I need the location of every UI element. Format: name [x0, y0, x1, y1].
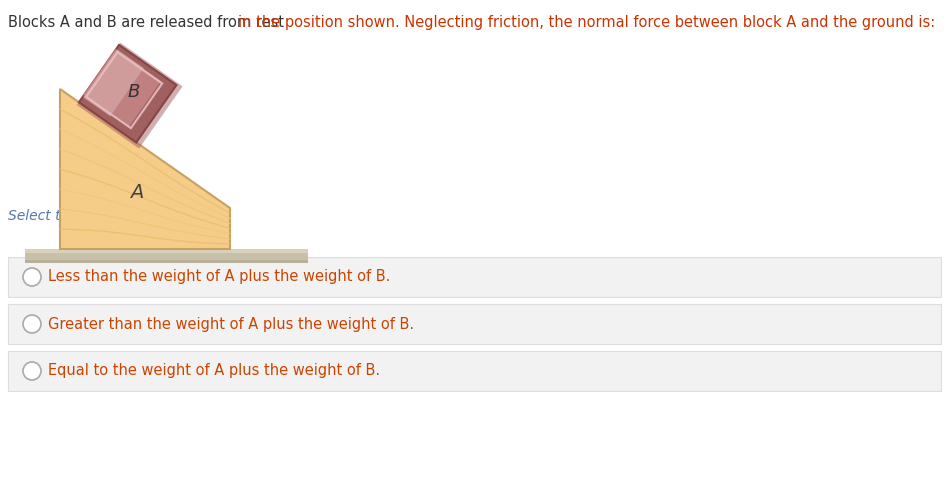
Text: in the position shown. Neglecting friction, the normal force between block A and: in the position shown. Neglecting fricti…	[238, 15, 935, 30]
Text: Blocks A and B are released from rest: Blocks A and B are released from rest	[8, 15, 288, 30]
Text: A: A	[130, 183, 143, 202]
Text: Equal to the weight of A plus the weight of B.: Equal to the weight of A plus the weight…	[48, 363, 381, 379]
Bar	[25, 249, 308, 263]
Polygon shape	[84, 49, 161, 127]
Bar	[8, 351, 941, 391]
Bar	[25, 249, 308, 253]
Circle shape	[23, 268, 41, 286]
Bar	[8, 257, 941, 297]
Text: Select the correct response:: Select the correct response:	[8, 209, 204, 223]
Polygon shape	[77, 43, 182, 149]
Text: Greater than the weight of A plus the weight of B.: Greater than the weight of A plus the we…	[48, 317, 414, 331]
Polygon shape	[79, 45, 177, 143]
Text: B: B	[127, 83, 140, 101]
Circle shape	[23, 362, 41, 380]
Bar	[8, 304, 941, 344]
Polygon shape	[60, 89, 230, 249]
Text: Less than the weight of A plus the weight of B.: Less than the weight of A plus the weigh…	[48, 269, 390, 284]
Circle shape	[23, 315, 41, 333]
Polygon shape	[84, 49, 144, 116]
Bar	[25, 260, 308, 263]
